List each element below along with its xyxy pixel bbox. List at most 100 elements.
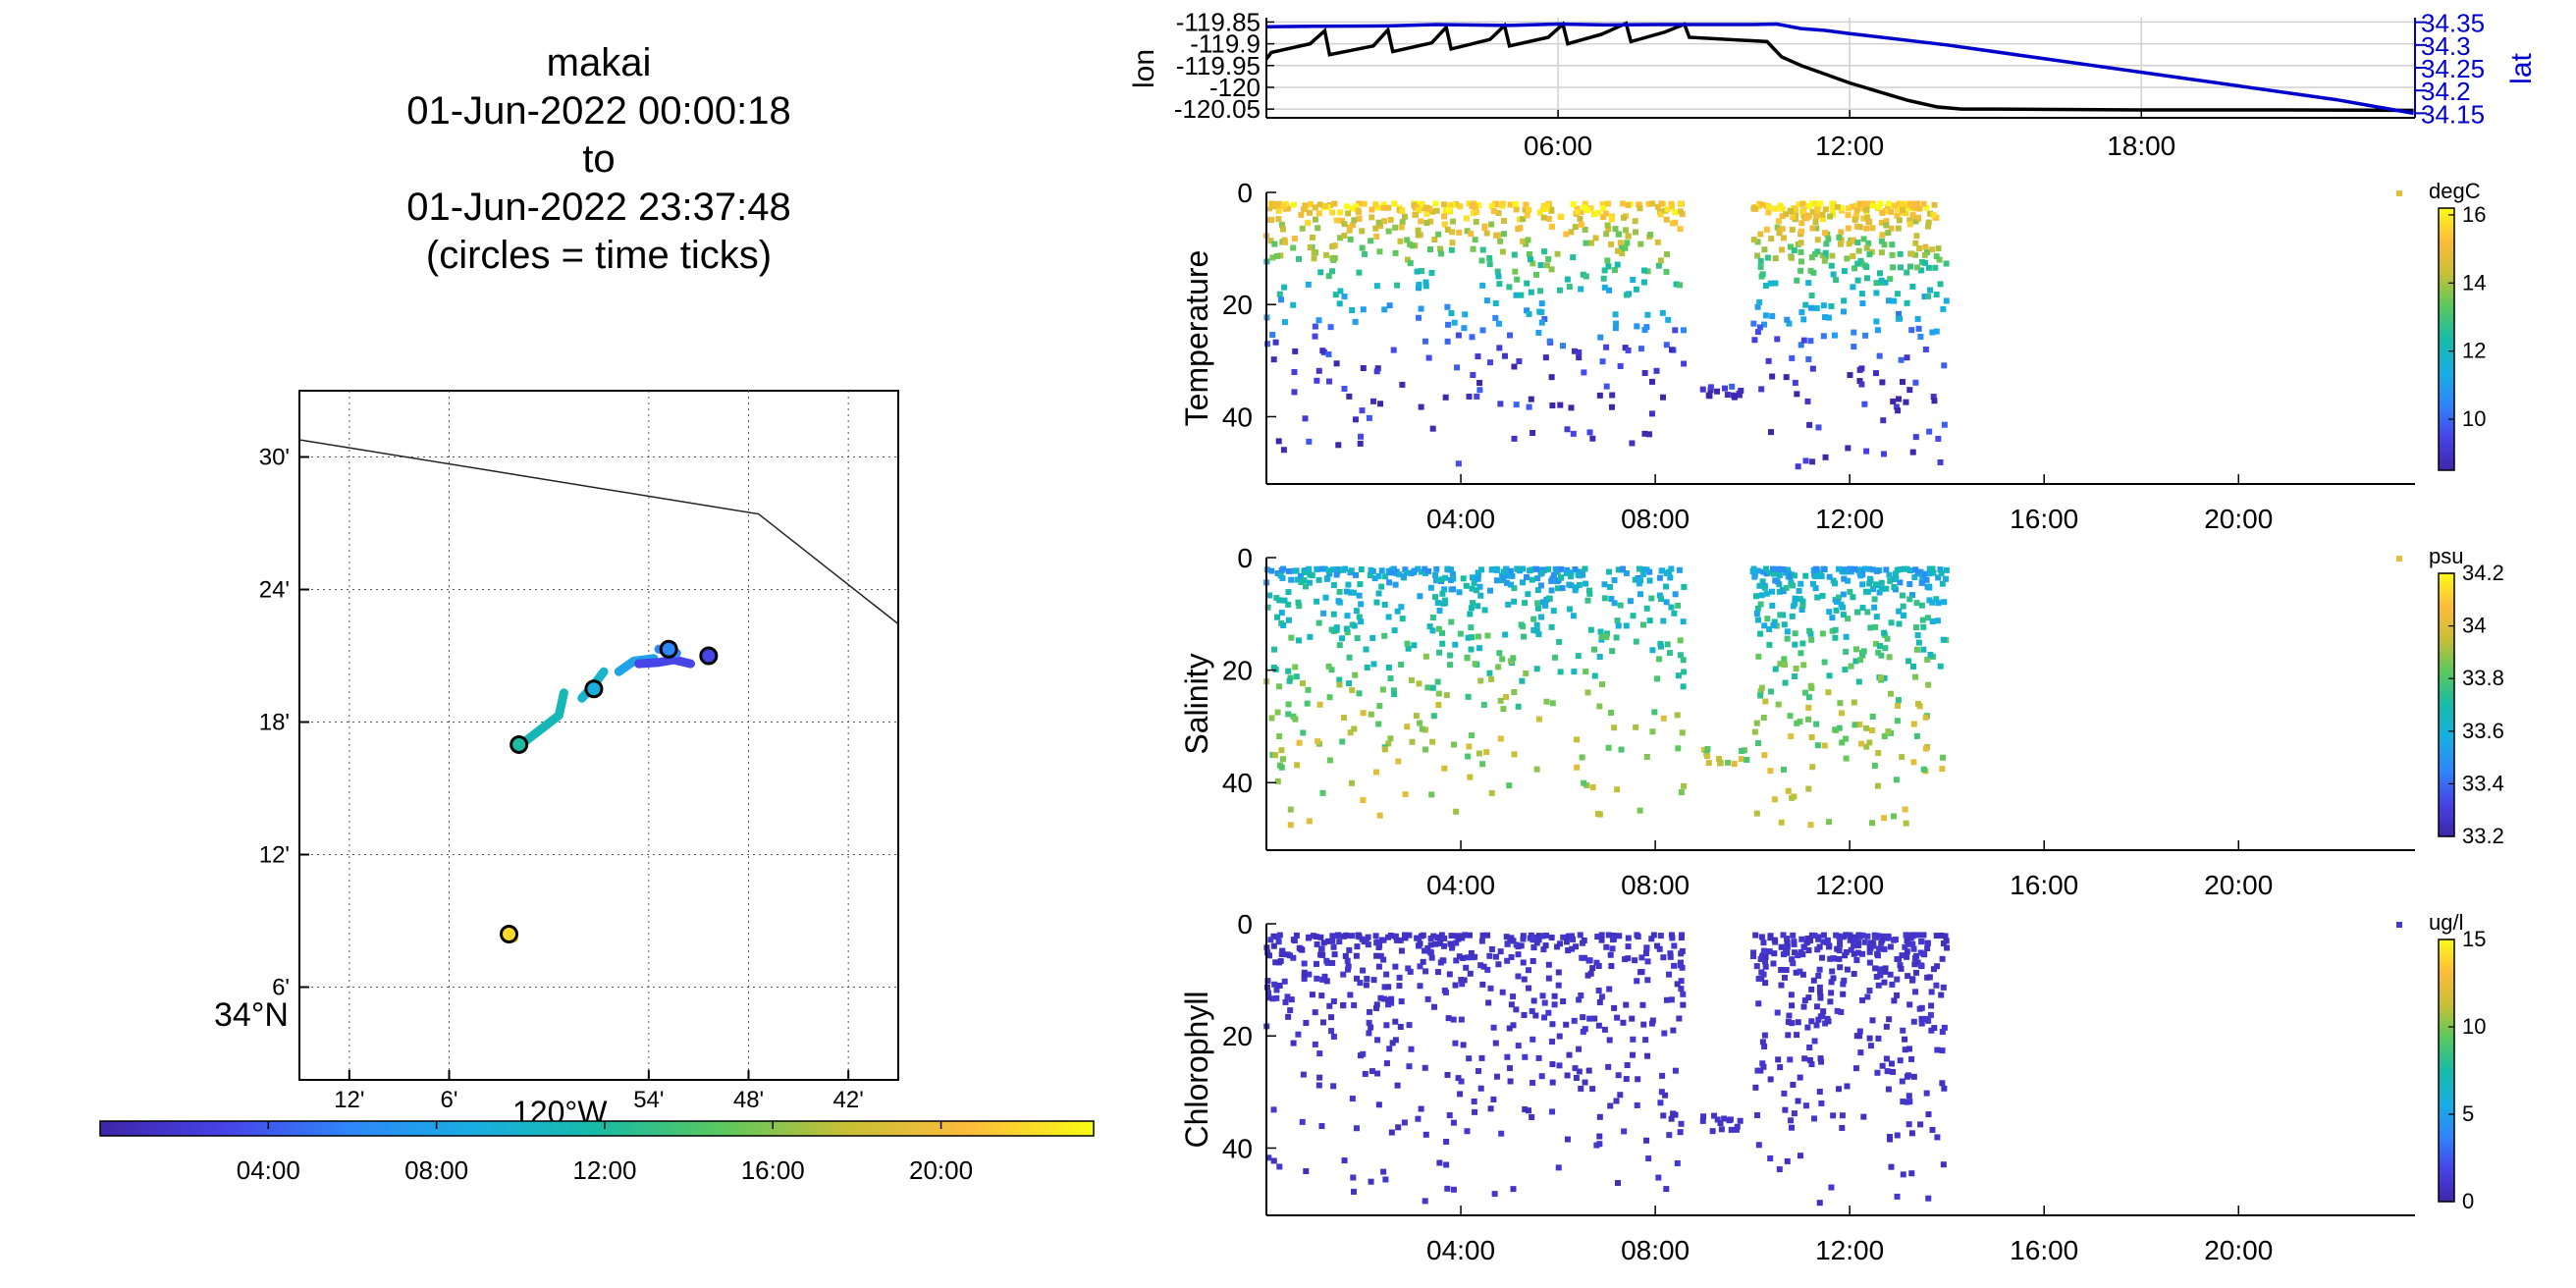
temperature-point [1301, 206, 1308, 213]
chlorophyll-point [1368, 1024, 1374, 1031]
temperature-point [1399, 219, 1406, 226]
chlorophyll-point [1758, 934, 1765, 940]
salinity-point [1617, 602, 1624, 609]
temperature-point [1606, 287, 1613, 294]
chlorophyll-point [1284, 993, 1291, 1000]
chlorophyll-point [1424, 944, 1431, 951]
salinity-point [1863, 743, 1870, 750]
salinity-point [1615, 622, 1622, 629]
chlorophyll-point [1479, 981, 1486, 988]
chlorophyll-point [1319, 976, 1326, 983]
chlorophyll-point [1904, 1073, 1910, 1080]
salinity-point [1791, 572, 1798, 579]
temperature-point [1416, 281, 1422, 288]
salinity-point [1276, 683, 1283, 690]
salinity-point [1656, 592, 1663, 599]
temperature-point [1377, 401, 1384, 407]
temperature-point [1556, 287, 1563, 294]
chlorophyll-point [1565, 947, 1572, 954]
temperature-point [1296, 255, 1303, 262]
temperature-point [1880, 417, 1887, 424]
chlorophyll-point [1801, 943, 1808, 950]
temperature-point [1906, 205, 1913, 212]
salinity-point [1668, 604, 1675, 611]
chlorophyll-point [1667, 953, 1674, 960]
salinity-point [1646, 617, 1653, 624]
chlorophyll-point [1542, 942, 1549, 949]
salinity-point [1781, 621, 1788, 628]
salinity-point [1571, 669, 1578, 675]
chlorophyll-point [1657, 933, 1664, 939]
temperature-point [1546, 338, 1553, 345]
salinity-point [1871, 762, 1878, 769]
temperature-point [1586, 429, 1593, 436]
salinity-point [1716, 756, 1723, 763]
temperature-point [1331, 200, 1338, 207]
temperature-point [1483, 297, 1490, 304]
temperature-point [1786, 320, 1793, 327]
salinity-point [1314, 565, 1320, 572]
salinity-point [1525, 591, 1531, 598]
salinity-point [1453, 808, 1460, 815]
salinity-point [1636, 565, 1642, 572]
chlorophyll-point [1492, 953, 1499, 960]
salinity-point [1315, 619, 1322, 626]
salinity-point [1360, 710, 1367, 717]
temperature-point [1776, 228, 1783, 235]
temperature-point [1762, 312, 1769, 319]
chlorophyll-point [1750, 949, 1757, 956]
temperature-point [1809, 225, 1816, 232]
salinity-point [1667, 574, 1674, 581]
salinity-point [1470, 600, 1476, 607]
chlorophyll-point [1656, 945, 1663, 952]
salinity-point [1329, 566, 1336, 573]
chlorophyll-point [1273, 994, 1280, 1001]
chlorophyll-point [1910, 1073, 1917, 1080]
chlorophyll-point [1545, 961, 1552, 968]
chlorophyll-point [1530, 944, 1537, 951]
salinity-point [1799, 640, 1806, 647]
salinity-point [1404, 724, 1411, 730]
salinity-point [1935, 600, 1942, 607]
salinity-point [1353, 608, 1360, 615]
temperature-point [1543, 205, 1550, 212]
time-tick-circle [659, 639, 678, 659]
temperature-point [1337, 288, 1344, 295]
salinity-point [1675, 602, 1682, 609]
salinity-point [1870, 586, 1877, 593]
salinity-point [1777, 612, 1784, 618]
temperature-point [1896, 206, 1903, 213]
salinity-point [1826, 819, 1833, 826]
chlorophyll-point [1844, 966, 1851, 973]
chlorophyll-point [1879, 933, 1886, 939]
chlorophyll-point [1427, 949, 1434, 956]
chlorophyll-point [1330, 943, 1337, 950]
chlorophyll-point [1630, 1051, 1637, 1058]
salinity-point [1435, 702, 1442, 709]
chlorophyll-point [1614, 1014, 1621, 1021]
salinity-point [1676, 566, 1683, 573]
chlorophyll-point [1450, 1119, 1457, 1126]
temperature-point [1576, 354, 1583, 361]
map-frame [298, 390, 899, 1081]
chlorophyll-point [1759, 1060, 1766, 1067]
salinity-point [1825, 689, 1832, 696]
chlorophyll-point [1786, 1012, 1793, 1019]
salinity-point [1497, 735, 1504, 742]
chlorophyll-point [1883, 1023, 1890, 1030]
chlorophyll-point [1669, 935, 1676, 941]
salinity-point [1484, 632, 1491, 639]
chlorophyll-point [1344, 957, 1351, 964]
temperature-point [1833, 277, 1840, 284]
chlorophyll-point [1890, 1068, 1897, 1075]
temperature-point [1792, 379, 1798, 386]
chlorophyll-point [1733, 1126, 1740, 1133]
salinity-point [1807, 630, 1814, 637]
chlorophyll-point [1508, 1001, 1515, 1008]
chlorophyll-point [1520, 936, 1527, 942]
chlorophyll-point [1485, 999, 1492, 1006]
salinity-point [1924, 615, 1931, 621]
chlorophyll-point [1831, 955, 1838, 962]
salinity-colorbar-tick-label: 33.4 [2462, 771, 2504, 795]
salinity-point [1400, 573, 1407, 580]
